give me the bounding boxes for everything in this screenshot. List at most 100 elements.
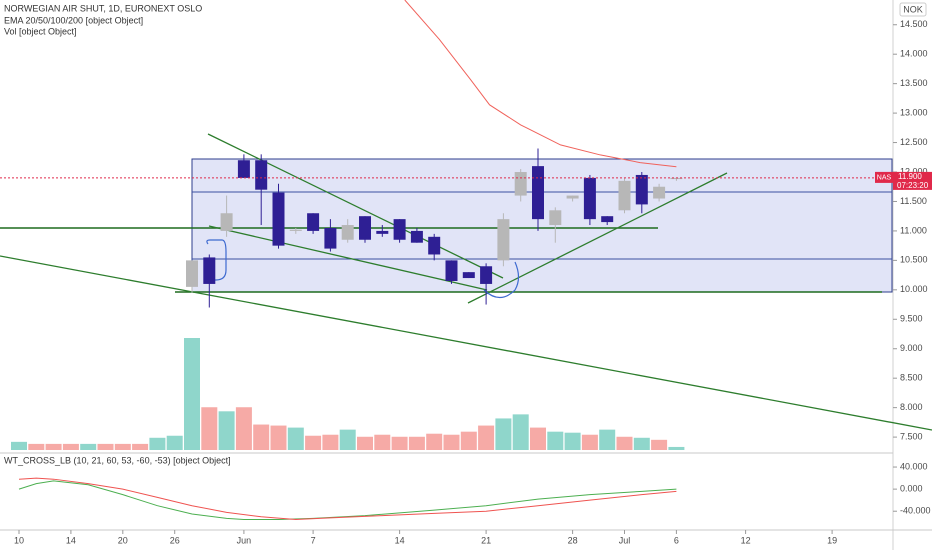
ema-line <box>404 0 677 168</box>
last-price: 11.900 <box>898 172 922 181</box>
x-tick-label: 21 <box>481 535 491 545</box>
volume-bar <box>11 441 27 450</box>
volume-bar <box>547 431 564 450</box>
indicator-title: WT_CROSS_LB (10, 21, 60, 53, -60, -53) [… <box>4 455 231 465</box>
y-tick-label: 14.500 <box>900 19 928 29</box>
volume-bar <box>305 435 322 450</box>
y-tick-label: 11.500 <box>900 196 927 206</box>
exchange: NAS <box>877 175 892 182</box>
y-tick-label: 10.000 <box>900 284 928 294</box>
volume-bar <box>218 411 235 450</box>
study-label: EMA 20/50/100/200 [object Object] <box>4 15 143 25</box>
candle-body <box>220 213 233 231</box>
candle-body <box>445 260 458 281</box>
candle-body <box>307 213 320 231</box>
candle-body <box>393 219 406 240</box>
candle-body <box>566 195 579 199</box>
volume-bar <box>322 434 339 450</box>
candle-body <box>514 172 527 196</box>
exchange-tag <box>875 171 893 183</box>
candle-body <box>289 229 302 231</box>
currency-box[interactable] <box>899 2 927 17</box>
x-tick-label: 28 <box>568 535 578 545</box>
trend-line <box>208 225 488 291</box>
indicator-tick-label: 40.000 <box>900 461 928 471</box>
volume-bar <box>581 434 598 450</box>
volume-bar <box>166 435 183 450</box>
candle-body <box>376 230 389 234</box>
x-tick-label: 20 <box>118 535 128 545</box>
volume-bar <box>339 429 356 450</box>
candle-body <box>428 236 441 255</box>
candle-body <box>272 192 285 246</box>
y-tick-label: 7.500 <box>900 431 923 441</box>
x-tick-label: 26 <box>170 535 180 545</box>
volume-bar <box>512 414 529 450</box>
volume-bar <box>357 436 373 450</box>
candle-body <box>324 227 337 249</box>
volume-bar <box>633 437 650 450</box>
x-tick-label: 14 <box>395 535 405 545</box>
currency[interactable]: NOK <box>903 4 923 14</box>
y-tick-label: 12.500 <box>900 137 928 147</box>
candle-body <box>255 160 268 190</box>
volume-bar <box>443 434 460 450</box>
y-tick-label: 12.000 <box>900 166 928 176</box>
candle-body <box>635 174 648 205</box>
volume-bar <box>287 427 304 450</box>
volume-bar <box>408 436 425 450</box>
volume-bar <box>460 431 477 450</box>
candle-body <box>341 225 354 240</box>
y-tick-label: 8.500 <box>900 373 923 383</box>
volume-bar <box>97 443 114 450</box>
y-tick-label: 9.500 <box>900 314 923 324</box>
volume-bar <box>184 338 200 450</box>
volume-bar <box>374 434 391 450</box>
volume-bar <box>149 437 166 450</box>
x-tick-label: 12 <box>741 535 751 545</box>
volume-bar <box>426 433 443 450</box>
y-tick-label: 9.000 <box>900 343 923 353</box>
x-tick-label: 10 <box>14 535 24 545</box>
candle-body <box>410 230 423 243</box>
volume-bar <box>270 425 287 450</box>
trend-line <box>207 133 504 279</box>
highlight-bracket <box>206 239 227 281</box>
candle-body <box>497 219 510 261</box>
volume-bar <box>478 425 495 450</box>
marks <box>11 0 685 521</box>
y-tick-label: 8.000 <box>900 402 923 412</box>
symbol-title: NORWEGIAN AIR SHUT, 1D, EURONEXT OSLO <box>4 3 202 13</box>
candle-body <box>480 266 493 284</box>
y-tick-label: 13.000 <box>900 107 928 117</box>
x-tick-label: Jul <box>619 535 631 545</box>
candle-body <box>618 180 631 211</box>
x-tick-label: Jun <box>237 535 252 545</box>
candle-body <box>359 216 371 240</box>
x-tick-label: 14 <box>66 535 76 545</box>
x-tick-label: 6 <box>674 535 679 545</box>
candle-body <box>186 260 198 287</box>
x-tick-label: 7 <box>311 535 316 545</box>
candle-body <box>549 210 562 226</box>
candle-body <box>583 177 596 220</box>
volume-bar <box>495 418 512 450</box>
indicator-tick-label: 0.000 <box>900 484 923 494</box>
candle-body <box>237 160 250 178</box>
volume-bar <box>132 443 149 450</box>
volume-bar <box>62 443 79 450</box>
volume-bar <box>28 443 45 450</box>
volume-bar <box>391 436 408 450</box>
volume-bar <box>114 443 131 450</box>
volume-bar <box>80 443 97 450</box>
candle-body <box>532 166 544 220</box>
y-tick-label: 14.000 <box>900 49 928 59</box>
study-label: Vol [object Object] <box>4 26 77 36</box>
indicator-line <box>18 480 677 521</box>
indicator-tick-label: -40.000 <box>900 506 931 516</box>
highlight-bracket <box>483 261 520 299</box>
last-price-tag <box>893 171 932 190</box>
candle-body <box>601 216 614 223</box>
volume-bar <box>616 436 633 450</box>
